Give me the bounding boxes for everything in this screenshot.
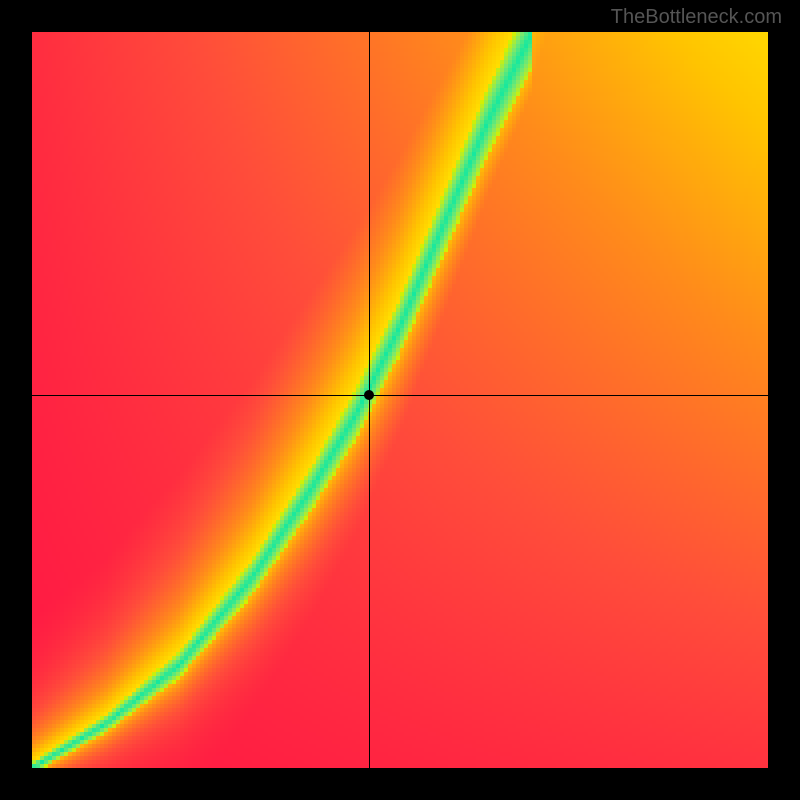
crosshair-vertical — [369, 32, 370, 768]
heatmap-plot — [32, 32, 768, 768]
crosshair-marker — [364, 390, 374, 400]
heatmap-canvas — [32, 32, 768, 768]
crosshair-horizontal — [32, 395, 768, 396]
watermark-text: TheBottleneck.com — [611, 6, 782, 29]
